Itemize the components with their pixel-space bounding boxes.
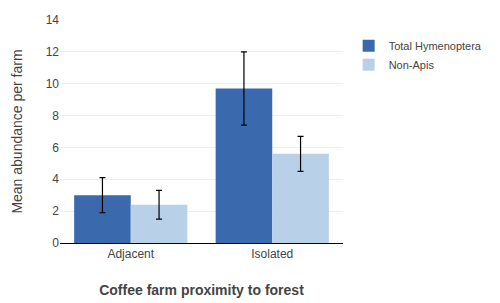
svg-text:2: 2: [52, 204, 59, 218]
svg-text:8: 8: [52, 109, 59, 123]
svg-text:0: 0: [52, 236, 59, 250]
svg-text:Adjacent: Adjacent: [107, 247, 154, 261]
svg-text:Non-Apis: Non-Apis: [389, 59, 435, 71]
svg-text:Coffee farm proximity to fores: Coffee farm proximity to forest: [99, 282, 304, 298]
svg-text:Total Hymenoptera: Total Hymenoptera: [389, 40, 482, 52]
svg-text:14: 14: [46, 13, 60, 27]
svg-text:10: 10: [46, 77, 60, 91]
svg-text:4: 4: [52, 172, 59, 186]
svg-text:Isolated: Isolated: [251, 247, 293, 261]
svg-text:Mean abundance per farm: Mean abundance per farm: [9, 49, 25, 213]
svg-text:12: 12: [46, 45, 60, 59]
svg-text:6: 6: [52, 141, 59, 155]
